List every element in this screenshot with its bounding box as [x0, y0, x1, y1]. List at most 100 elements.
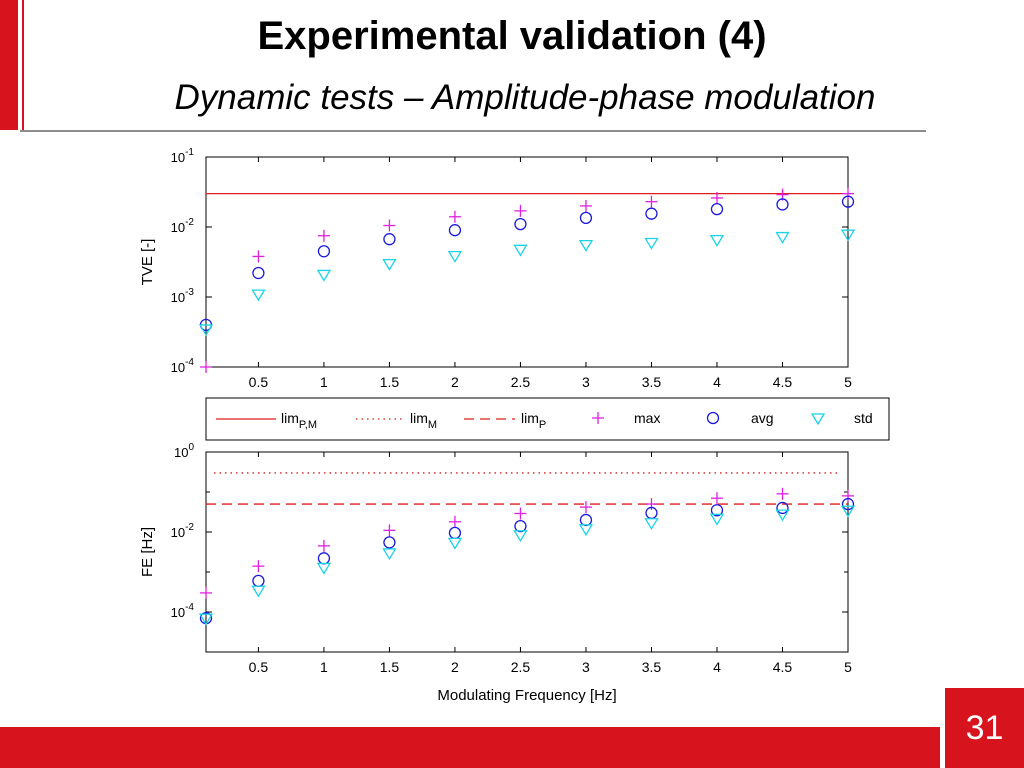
tve-std-point — [316, 269, 332, 282]
fe-avg-point — [514, 520, 527, 533]
tve-avg-point — [383, 233, 396, 246]
tve-std-point — [840, 229, 856, 242]
tve-x-tick-label: 3.5 — [642, 374, 662, 390]
tve-x-tick-label: 3 — [582, 374, 590, 390]
fe-y-tick-label: 100 — [174, 442, 194, 460]
tve-max-point — [200, 361, 212, 373]
fe-avg-point — [776, 501, 789, 515]
legend-box — [205, 397, 890, 441]
legend-item-std: std — [810, 410, 873, 426]
tve-avg-point — [317, 245, 331, 258]
tve-max-point — [842, 187, 854, 200]
tve-y-tick-label: 10-4 — [171, 357, 195, 375]
tve-x-tick-label: 5 — [844, 374, 852, 390]
fe-x-tick-label: 2 — [451, 659, 459, 675]
tve-std-point — [447, 250, 463, 263]
fe-x-tick-label: 3 — [582, 659, 590, 675]
tve-y-tick-label: 10-2 — [171, 217, 195, 235]
slide-title: Experimental validation (4) — [257, 14, 767, 58]
fe-y-tick-label: 10-2 — [171, 522, 195, 540]
fe-max-point — [710, 492, 723, 505]
fe-max-point — [579, 501, 592, 514]
tve-plot-area — [205, 156, 849, 368]
fe-avg-point — [383, 536, 396, 549]
left-accent-bar — [0, 0, 18, 130]
legend-item-avg: avg — [706, 410, 774, 426]
fe-std-point — [578, 524, 594, 537]
tve-max-point — [645, 195, 658, 208]
fe-y-tick-label: 10-4 — [171, 602, 195, 620]
tve-std-point — [251, 289, 266, 302]
fe-avg-point — [841, 497, 855, 511]
tve-std-point — [198, 324, 214, 337]
fe-max-point — [776, 487, 789, 500]
left-accent-line — [22, 0, 24, 130]
tve-x-tick-label: 4.5 — [773, 374, 793, 390]
legend-label: avg — [751, 410, 774, 426]
tve-max-point — [317, 229, 330, 242]
fe-x-tick-label: 4 — [713, 659, 721, 675]
tve-max-point — [448, 210, 461, 223]
tve-max-point — [710, 191, 723, 204]
tve-avg-point — [710, 202, 724, 216]
page-number: 31 — [945, 688, 1024, 768]
tve-y-axis-label: TVE [-] — [139, 239, 156, 286]
fe-max-point — [252, 560, 265, 573]
fe-std-point — [251, 585, 266, 598]
fe-std-point — [840, 505, 856, 518]
fe-x-tick-label: 3.5 — [642, 659, 662, 675]
tve-y-tick-label: 10-1 — [171, 147, 195, 165]
fe-x-tick-label: 2.5 — [511, 659, 531, 675]
fe-std-point — [382, 548, 397, 561]
fe-avg-point — [710, 504, 724, 517]
fe-x-tick-label: 0.5 — [249, 659, 269, 675]
slide-subtitle: Dynamic tests – Amplitude-phase modulati… — [174, 78, 876, 117]
tve-x-tick-label: 2.5 — [511, 374, 531, 390]
legend-item-lim-p: limP — [464, 410, 546, 431]
legend-item-lim-pm: limP,M — [216, 410, 317, 431]
fe-x-tick-label: 1.5 — [380, 659, 400, 675]
title-divider — [20, 130, 926, 132]
fe-std-point — [644, 518, 659, 531]
legend-label: limP — [521, 410, 546, 431]
legend-item-lim-m: limM — [356, 410, 437, 431]
tve-std-point — [513, 244, 528, 257]
fe-plot-area — [205, 451, 849, 653]
legend-item-max: max — [592, 410, 660, 426]
tve-std-point — [775, 231, 790, 244]
legend-swatch — [706, 411, 720, 425]
tve-std-point — [644, 237, 659, 250]
tve-y-tick-label: 10-3 — [171, 287, 195, 305]
fe-max-point — [842, 489, 854, 502]
tve-max-point — [252, 250, 265, 263]
fe-std-point — [198, 613, 214, 626]
legend-label: max — [634, 410, 660, 426]
legend-swatch — [810, 413, 826, 426]
fe-x-tick-label: 5 — [844, 659, 852, 675]
legend-label: limP,M — [281, 410, 317, 431]
fe-std-point — [775, 509, 790, 522]
fe-x-tick-label: 4.5 — [773, 659, 793, 675]
footer-bar — [0, 727, 940, 768]
footer-separator — [940, 688, 945, 768]
tve-avg-point — [841, 195, 855, 208]
fe-max-point — [317, 539, 330, 552]
tve-std-point — [709, 234, 725, 247]
tve-avg-point — [776, 198, 789, 211]
tve-x-tick-label: 2 — [451, 374, 459, 390]
fe-x-tick-label: 1 — [320, 659, 328, 675]
fe-x-axis-label: Modulating Frequency [Hz] — [437, 687, 616, 704]
tve-max-point — [514, 204, 527, 217]
legend-label: limM — [410, 410, 437, 431]
fe-max-point — [514, 507, 527, 520]
fe-max-point — [200, 586, 212, 599]
tve-std-point — [382, 258, 397, 271]
tve-avg-point — [645, 207, 658, 220]
fe-y-axis-label: FE [Hz] — [139, 527, 156, 577]
legend-label: std — [854, 410, 873, 426]
tve-avg-point — [252, 266, 265, 280]
fe-std-point — [316, 562, 332, 575]
fe-std-point — [447, 537, 463, 550]
tve-max-point — [383, 219, 396, 232]
